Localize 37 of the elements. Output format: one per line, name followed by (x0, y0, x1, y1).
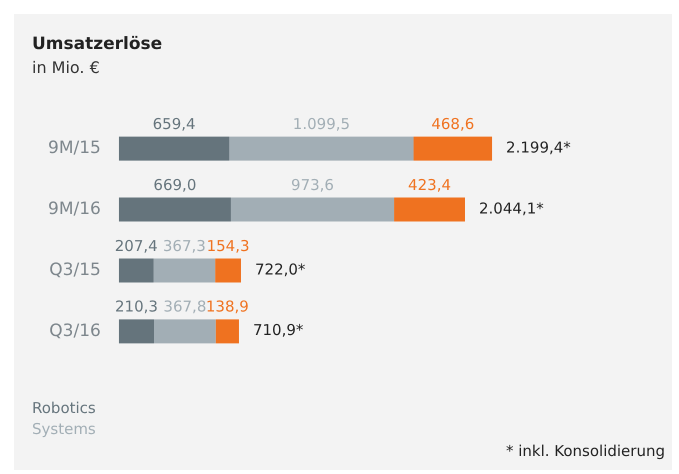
bar (394, 198, 465, 222)
data-label: 659,4 (152, 115, 196, 134)
bar (154, 319, 216, 344)
bar (118, 258, 154, 282)
text: Systems (32, 419, 96, 440)
data-label: 1.099,5 (292, 115, 350, 134)
bar (230, 198, 394, 222)
data-label: 367,3 (162, 236, 206, 255)
text: Robotics (32, 398, 96, 419)
bar (154, 258, 216, 282)
bar (215, 258, 241, 282)
data-label: 468,6 (431, 115, 474, 134)
annotation: 722,0* (254, 260, 306, 278)
chart-subtitle: in Mio. € (32, 58, 100, 77)
y-tick-label: Q3/15 (49, 260, 101, 280)
bar (216, 319, 239, 344)
data-label: 210,3 (114, 298, 158, 316)
bar (414, 136, 492, 161)
annotation: 710,9* (252, 321, 304, 340)
y-tick-label: Q3/16 (49, 320, 101, 341)
text: * inkl. Konsolidierung (506, 442, 665, 460)
chart-title: Umsatzerlöse (32, 34, 162, 54)
annotation: 2.199,4* (506, 138, 572, 157)
bar (229, 136, 414, 161)
data-label: 423,4 (408, 176, 452, 194)
annotation: 2.044,1* (478, 199, 544, 218)
bar (118, 136, 230, 161)
data-label: 669,0 (153, 176, 196, 194)
bar (118, 319, 154, 344)
data-label: 154,3 (206, 236, 250, 255)
data-label: 973,6 (291, 176, 334, 194)
bar (118, 198, 231, 222)
data-label: 367,8 (163, 298, 206, 316)
y-tick-label: 9M/15 (48, 138, 101, 158)
y-tick-label: 9M/16 (48, 198, 101, 219)
data-label: 207,4 (114, 236, 158, 255)
data-label: 138,9 (206, 298, 249, 316)
